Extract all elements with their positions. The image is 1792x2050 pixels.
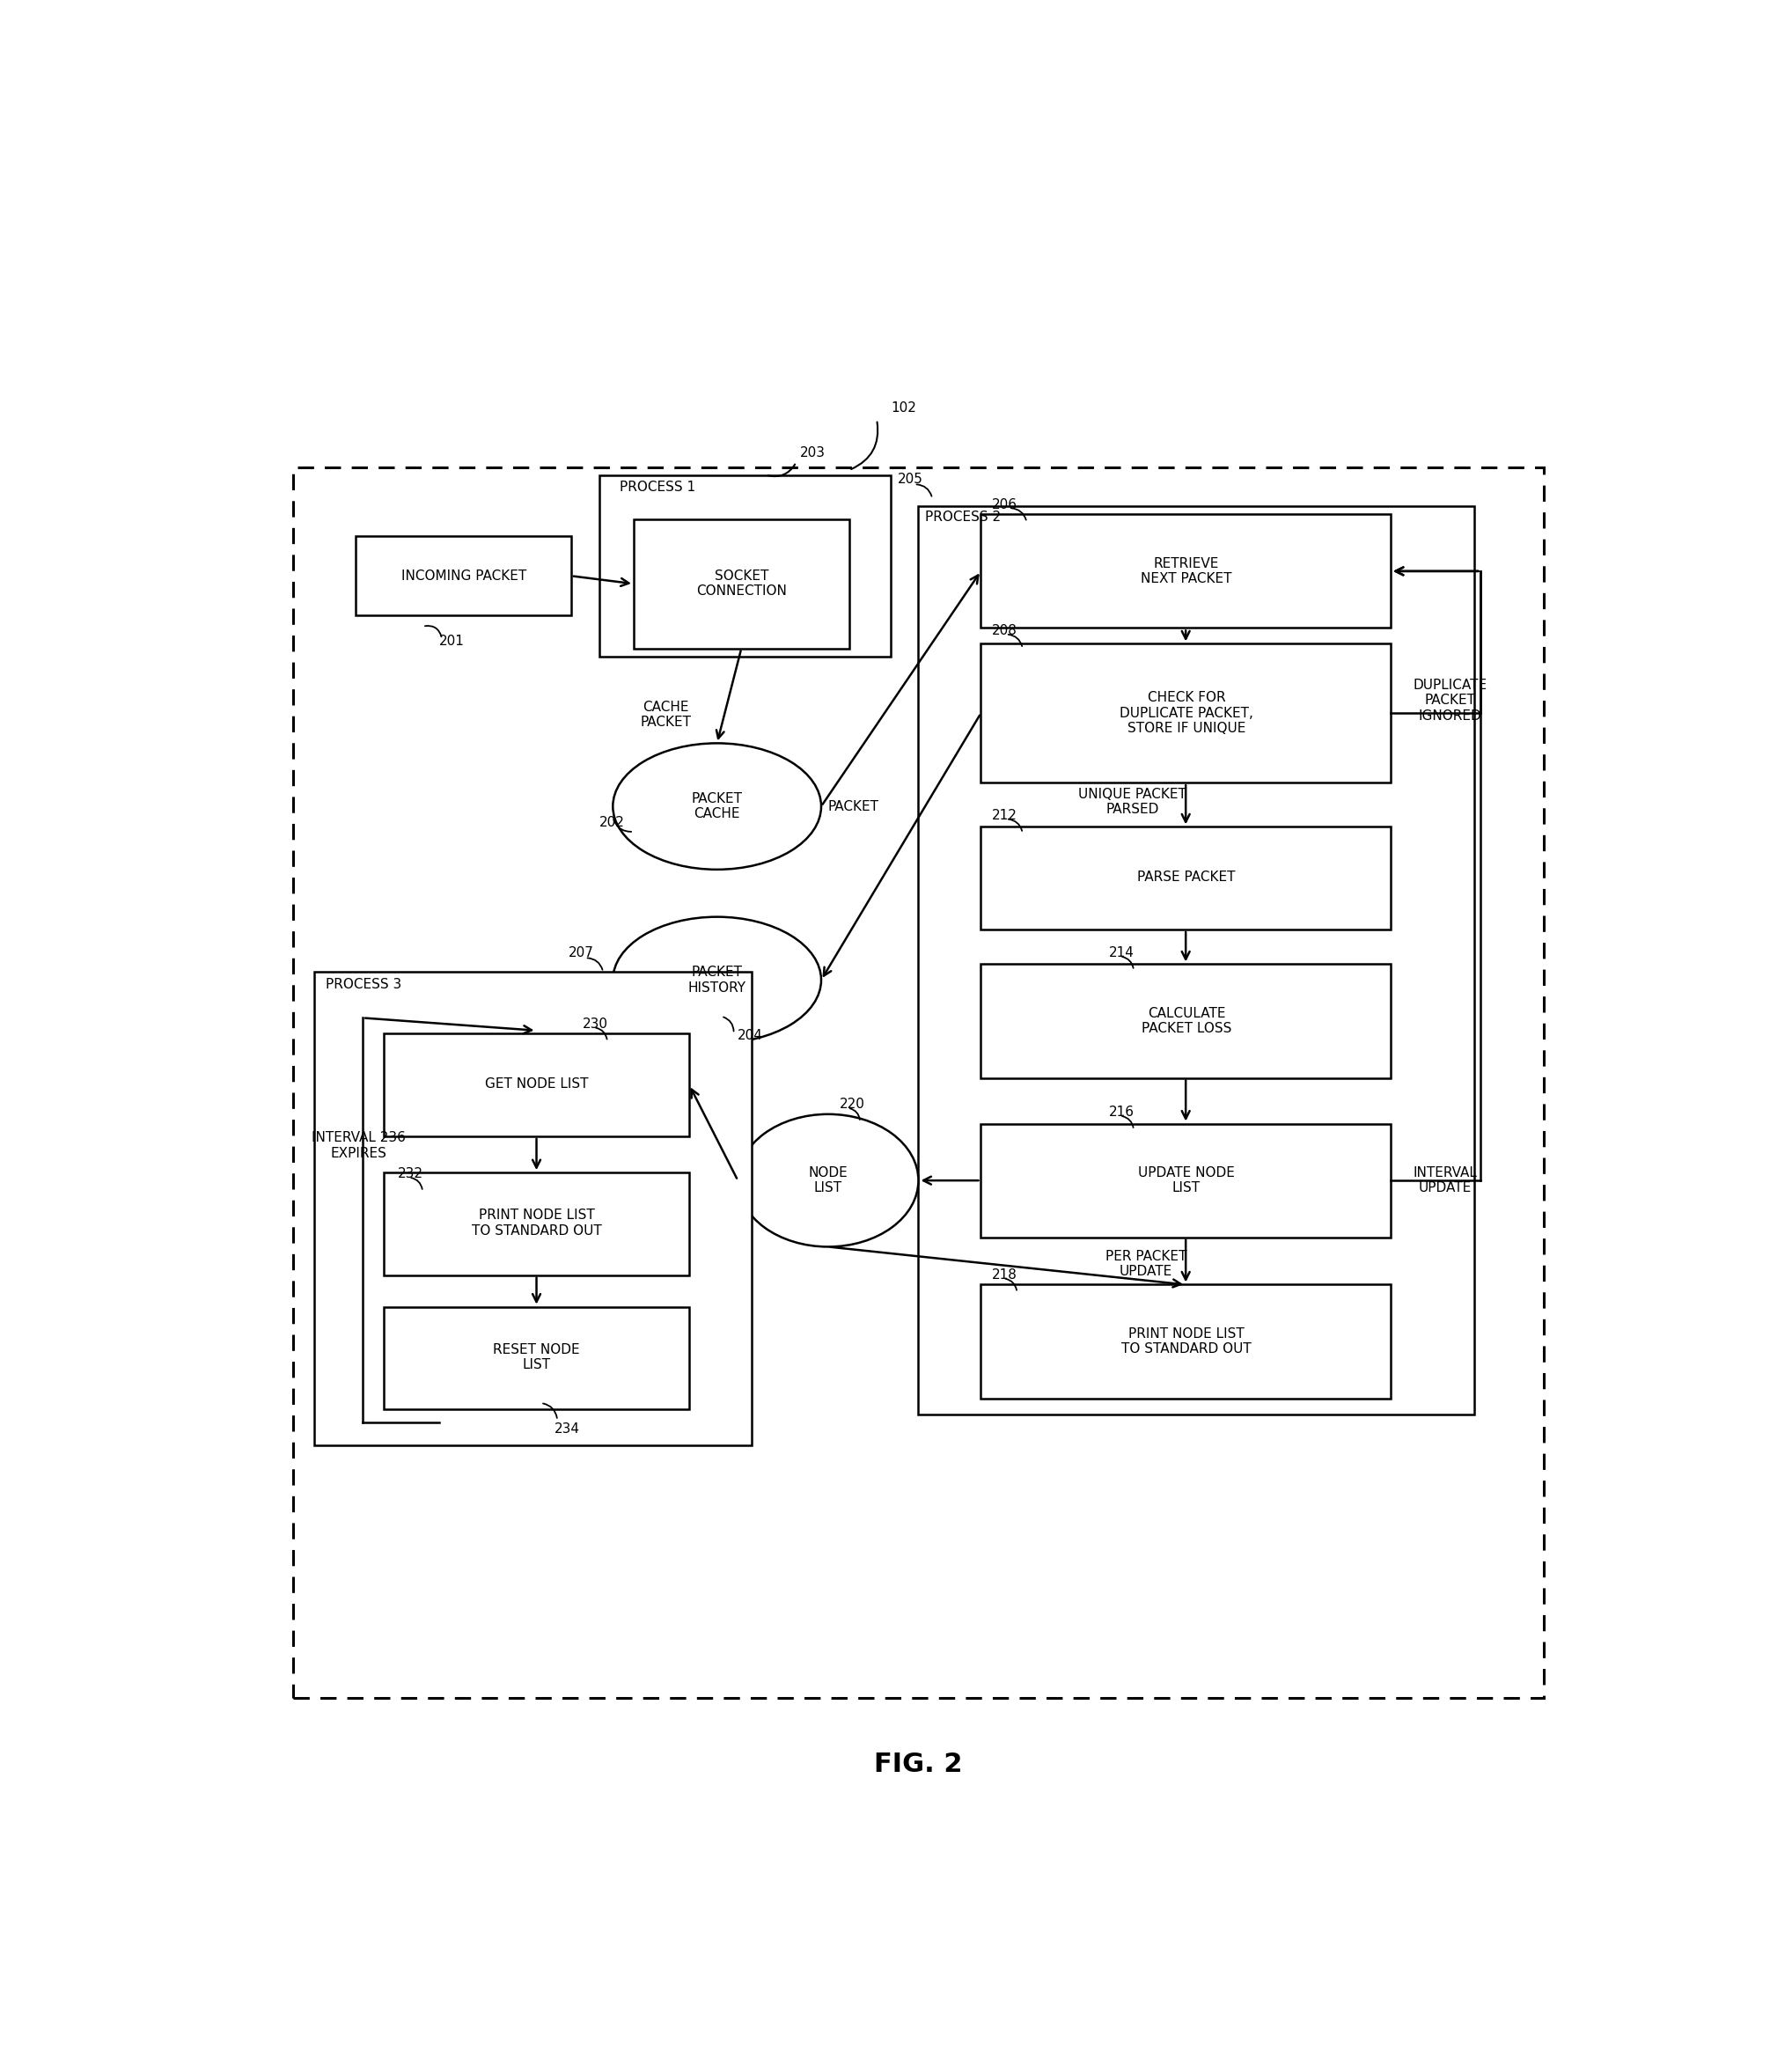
FancyBboxPatch shape	[294, 467, 1543, 1697]
Text: CALCULATE
PACKET LOSS: CALCULATE PACKET LOSS	[1142, 1007, 1231, 1035]
FancyBboxPatch shape	[980, 1285, 1391, 1398]
Text: 102: 102	[891, 402, 916, 414]
FancyBboxPatch shape	[383, 1306, 690, 1408]
Text: FIG. 2: FIG. 2	[874, 1753, 962, 1777]
Text: 206: 206	[993, 498, 1018, 510]
Text: 230: 230	[582, 1017, 607, 1031]
Text: PROCESS 2: PROCESS 2	[925, 510, 1002, 525]
Text: INCOMING PACKET: INCOMING PACKET	[401, 570, 527, 582]
Text: 202: 202	[599, 816, 624, 828]
Text: PROCESS 3: PROCESS 3	[326, 978, 401, 992]
Text: 232: 232	[398, 1166, 423, 1181]
Text: 212: 212	[993, 810, 1018, 822]
Text: SOCKET
CONNECTION: SOCKET CONNECTION	[697, 570, 787, 599]
FancyBboxPatch shape	[980, 963, 1391, 1078]
Text: NODE
LIST: NODE LIST	[808, 1166, 848, 1195]
Text: PARSE PACKET: PARSE PACKET	[1138, 871, 1235, 884]
Text: 220: 220	[839, 1099, 866, 1111]
Text: RESET NODE
LIST: RESET NODE LIST	[493, 1343, 581, 1371]
Text: RETRIEVE
NEXT PACKET: RETRIEVE NEXT PACKET	[1142, 558, 1231, 586]
Text: 214: 214	[1109, 947, 1134, 959]
Text: INTERVAL 236
EXPIRES: INTERVAL 236 EXPIRES	[312, 1132, 405, 1160]
Text: 208: 208	[993, 625, 1018, 638]
FancyBboxPatch shape	[980, 1123, 1391, 1238]
Text: 201: 201	[439, 633, 464, 648]
Text: UNIQUE PACKET
PARSED: UNIQUE PACKET PARSED	[1079, 787, 1186, 816]
FancyBboxPatch shape	[599, 476, 891, 656]
FancyBboxPatch shape	[357, 537, 572, 615]
Text: DUPLICATE
PACKET
IGNORED: DUPLICATE PACKET IGNORED	[1412, 679, 1487, 722]
FancyBboxPatch shape	[383, 1173, 690, 1275]
Text: 216: 216	[1109, 1105, 1134, 1119]
Text: PER PACKET
UPDATE: PER PACKET UPDATE	[1106, 1250, 1186, 1279]
Text: CACHE
PACKET: CACHE PACKET	[640, 701, 692, 730]
Text: PRINT NODE LIST
TO STANDARD OUT: PRINT NODE LIST TO STANDARD OUT	[1122, 1326, 1251, 1355]
Ellipse shape	[738, 1115, 918, 1246]
FancyBboxPatch shape	[980, 515, 1391, 627]
Text: 203: 203	[801, 447, 826, 459]
FancyBboxPatch shape	[634, 519, 849, 648]
FancyBboxPatch shape	[980, 644, 1391, 783]
FancyBboxPatch shape	[314, 972, 753, 1445]
FancyBboxPatch shape	[918, 506, 1473, 1414]
Text: PROCESS 1: PROCESS 1	[620, 482, 695, 494]
Text: GET NODE LIST: GET NODE LIST	[486, 1078, 588, 1091]
Text: 204: 204	[738, 1029, 763, 1041]
Text: 207: 207	[568, 947, 593, 959]
Text: INTERVAL
UPDATE: INTERVAL UPDATE	[1412, 1166, 1477, 1195]
Text: 234: 234	[554, 1423, 581, 1435]
Text: CHECK FOR
DUPLICATE PACKET,
STORE IF UNIQUE: CHECK FOR DUPLICATE PACKET, STORE IF UNI…	[1120, 691, 1253, 736]
Ellipse shape	[613, 744, 821, 869]
Ellipse shape	[613, 916, 821, 1043]
Text: PACKET
CACHE: PACKET CACHE	[692, 791, 742, 820]
Text: PACKET: PACKET	[828, 800, 880, 814]
Text: 218: 218	[993, 1269, 1018, 1281]
Text: PRINT NODE LIST
TO STANDARD OUT: PRINT NODE LIST TO STANDARD OUT	[471, 1210, 602, 1238]
FancyBboxPatch shape	[383, 1033, 690, 1136]
Text: 205: 205	[898, 474, 923, 486]
Text: UPDATE NODE
LIST: UPDATE NODE LIST	[1138, 1166, 1235, 1195]
FancyBboxPatch shape	[980, 826, 1391, 929]
Text: PACKET
HISTORY: PACKET HISTORY	[688, 966, 745, 994]
